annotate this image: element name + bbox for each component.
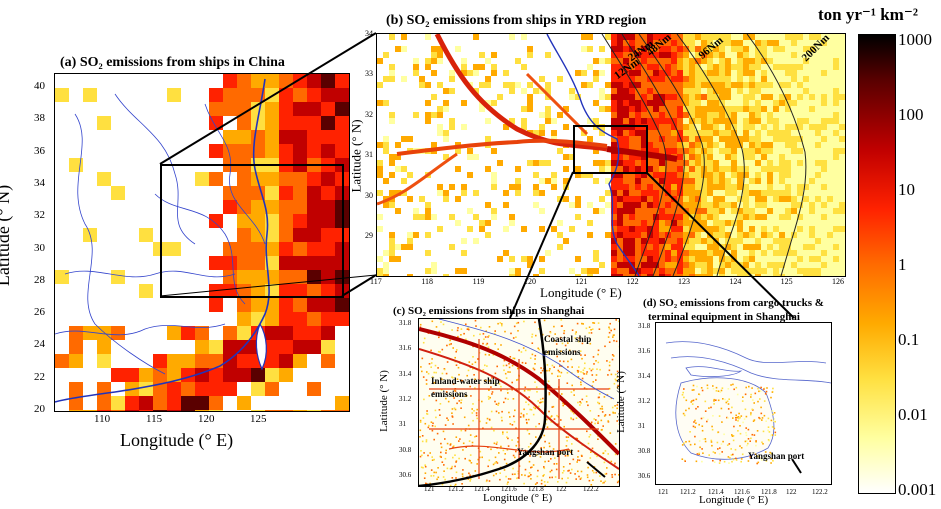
panel-d-xtick-0: 121 (658, 488, 669, 496)
yangshan-port-label: Yangshan port (517, 447, 574, 457)
panel-d-title-line1: (d) SO₂ emissions from cargo trucks & (643, 297, 824, 309)
panel-c-ytick-6: 30.6 (399, 471, 412, 479)
panel-b-map: 12Nm 24Nm 48Nm 96Nm 200Nm (376, 33, 846, 277)
panel-b-xtick-1: 118 (421, 277, 434, 286)
panel-c-ytick-0: 31.8 (399, 319, 412, 327)
panel-d-xtick-3: 121.6 (734, 488, 750, 496)
panel-a-xtick-2: 120 (198, 413, 215, 425)
panel-b-xtick-7: 124 (729, 277, 742, 286)
colorbar-tick-0: 1000 (898, 30, 932, 49)
panel-b-xtick-3: 120 (524, 277, 536, 286)
panel-a-xtick-0: 110 (94, 413, 111, 425)
colorbar (858, 34, 896, 494)
colorbar-tick-3: 1 (898, 255, 907, 274)
yrd-emission-map (377, 34, 845, 276)
panel-c-ytick-2: 31.4 (399, 369, 412, 378)
panel-b-xtick-0: 117 (370, 277, 382, 286)
shanghai-ship-map (419, 319, 619, 486)
panel-c-xtick-2: 121.4 (474, 485, 490, 493)
panel-a-xtick-1: 115 (146, 413, 163, 425)
panel-b-ytick-5: 29 (365, 231, 373, 240)
panel-d-xlabel: Longitude (° E) (699, 494, 769, 506)
panel-b-xtick-9: 126 (832, 277, 844, 286)
inland-ship-annotation: Inland-water ship emissions (431, 376, 500, 399)
panel-b-ylabel: Latitude (° N) (348, 119, 364, 193)
colorbar-tick-1: 100 (898, 105, 924, 124)
panel-c-ylabel: Latitude (° N) (377, 370, 390, 432)
panel-b-title: (b) SO₂ emissions from ships in YRD regi… (386, 13, 647, 28)
colorbar-tick-4: 0.1 (898, 330, 920, 349)
panel-c-xtick-6: 122.2 (583, 485, 599, 493)
coastal-ship-annotation: Coastal ship emissions (544, 334, 592, 357)
panel-b-ytick-3: 31 (365, 150, 373, 160)
panel-a-map (54, 73, 350, 412)
panel-c-xlabel: Longitude (° E) (483, 492, 553, 504)
panel-b-ytick-0: 34 (365, 29, 373, 38)
panel-c-xtick-4: 121.8 (528, 485, 544, 493)
panel-a-ytick-2: 36 (34, 144, 45, 157)
panel-d-ytick-5: 30.8 (638, 447, 651, 455)
panel-c-xtick-3: 121.6 (501, 485, 517, 493)
colorbar-unit-label: ton yr⁻¹ km⁻² (818, 5, 918, 24)
shanghai-truck-map (665, 341, 831, 474)
panel-b-xlabel: Longitude (° E) (540, 285, 622, 300)
panel-c-xtick-5: 122 (556, 485, 567, 493)
panel-d-ytick-1: 31.6 (638, 347, 651, 355)
colorbar-tick-6: 0.001 (898, 480, 937, 499)
panel-a-ytick-6: 28 (34, 273, 45, 286)
panel-a-ylabel: Latitude (° N) (0, 184, 14, 287)
panel-b-xtick-2: 119 (472, 277, 485, 286)
panel-a-ytick-3: 34 (34, 176, 45, 189)
panel-d-ytick-0: 31.8 (638, 322, 651, 330)
panel-c-ytick-1: 31.6 (399, 344, 412, 353)
panel-c-map: Coastal ship emissions Inland-water ship… (418, 318, 620, 487)
panel-c-title: (c) SO₂ emissions from ships in Shanghai (393, 305, 585, 317)
panel-a-ytick-7: 26 (34, 306, 45, 319)
china-emission-map (55, 74, 349, 411)
colorbar-tick-2: 10 (898, 180, 915, 199)
panel-b-xtick-6: 123 (678, 277, 690, 286)
panel-d-xtick-2: 121.4 (708, 488, 724, 496)
panel-d-ylabel: Latitude (° N) (614, 371, 627, 433)
panel-a-ytick-5: 30 (34, 241, 45, 254)
panel-d-title-line2: terminal equipment in Shanghai (648, 311, 800, 323)
panel-d-ytick-4: 31 (638, 422, 645, 430)
panel-c-ytick-3: 31.2 (399, 395, 412, 403)
colorbar-tick-5: 0.01 (898, 405, 928, 424)
yangshan-port-label-d: Yangshan port (748, 451, 805, 461)
panel-d-ytick-3: 31.2 (638, 397, 651, 405)
panel-d-ytick-2: 31.4 (638, 372, 651, 380)
panel-d-xtick-5: 122 (786, 488, 797, 496)
panel-d-xtick-4: 121.8 (761, 488, 777, 496)
panel-d-map: Yangshan port (655, 322, 832, 485)
panel-c-ytick-5: 30.8 (399, 445, 412, 454)
panel-a-ytick-0: 40 (34, 80, 45, 92)
panel-a-ytick-10: 20 (34, 403, 45, 415)
panel-d-xtick-1: 121.2 (680, 488, 696, 496)
panel-a-ytick-9: 22 (34, 370, 45, 383)
panel-a-ytick-8: 24 (34, 338, 45, 351)
panel-c-xtick-0: 121 (424, 485, 435, 493)
panel-c-ytick-4: 31 (399, 420, 406, 429)
panel-d-ytick-6: 30.6 (638, 472, 651, 480)
panel-a-ytick-4: 32 (34, 209, 45, 222)
panel-b-ytick-4: 30 (365, 190, 373, 200)
panel-b-ytick-2: 32 (365, 109, 373, 119)
panel-a-xtick-3: 125 (250, 413, 267, 425)
panel-c-xtick-1: 121.2 (448, 485, 464, 493)
panel-b-xtick-5: 122 (626, 277, 639, 286)
panel-d-xtick-6: 122.2 (812, 488, 828, 496)
panel-b-xtick-8: 125 (780, 277, 793, 286)
panel-b-ytick-1: 33 (365, 69, 373, 79)
panel-b-xtick-4: 121 (575, 277, 588, 286)
panel-a-title: (a) SO₂ emissions from ships in China (60, 55, 285, 70)
panel-a-ytick-1: 38 (34, 112, 45, 125)
panel-a-xlabel: Longitude (° E) (120, 430, 234, 450)
